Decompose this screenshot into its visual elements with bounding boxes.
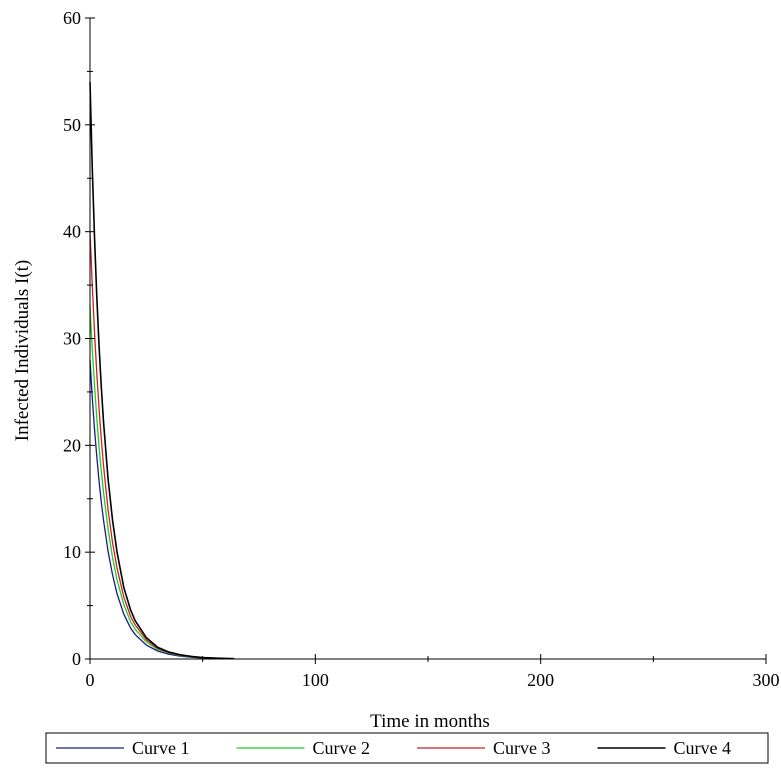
axes-layer: 0 10 20 30 40 50 60 0 100 200 300 xyxy=(63,8,780,690)
series-layer xyxy=(89,82,235,660)
series-line-4 xyxy=(89,82,235,660)
x-tick-label: 200 xyxy=(527,670,554,690)
y-tick-label: 30 xyxy=(63,329,81,349)
legend: Curve 1 Curve 2 Curve 3 Curve 4 xyxy=(45,732,769,764)
y-tick-label: 10 xyxy=(63,542,81,562)
y-tick-label: 0 xyxy=(72,649,81,669)
y-tick-label: 20 xyxy=(63,435,81,455)
legend-label: Curve 3 xyxy=(493,738,551,758)
legend-label: Curve 2 xyxy=(313,738,371,758)
y-tick-label: 60 xyxy=(63,8,81,28)
series-line-3 xyxy=(89,231,235,660)
y-tick-label: 40 xyxy=(63,222,81,242)
legend-label: Curve 4 xyxy=(674,738,732,758)
y-tick-label: 50 xyxy=(63,115,81,135)
legend-label: Curve 1 xyxy=(132,738,190,758)
x-tick-label: 300 xyxy=(753,670,780,690)
x-axis-title: Time in months xyxy=(370,711,490,732)
x-tick-label: 0 xyxy=(86,670,95,690)
series-line-2 xyxy=(89,306,235,660)
x-tick-label: 100 xyxy=(302,670,329,690)
y-axis-title: Infected Individuals I(t) xyxy=(12,260,33,441)
